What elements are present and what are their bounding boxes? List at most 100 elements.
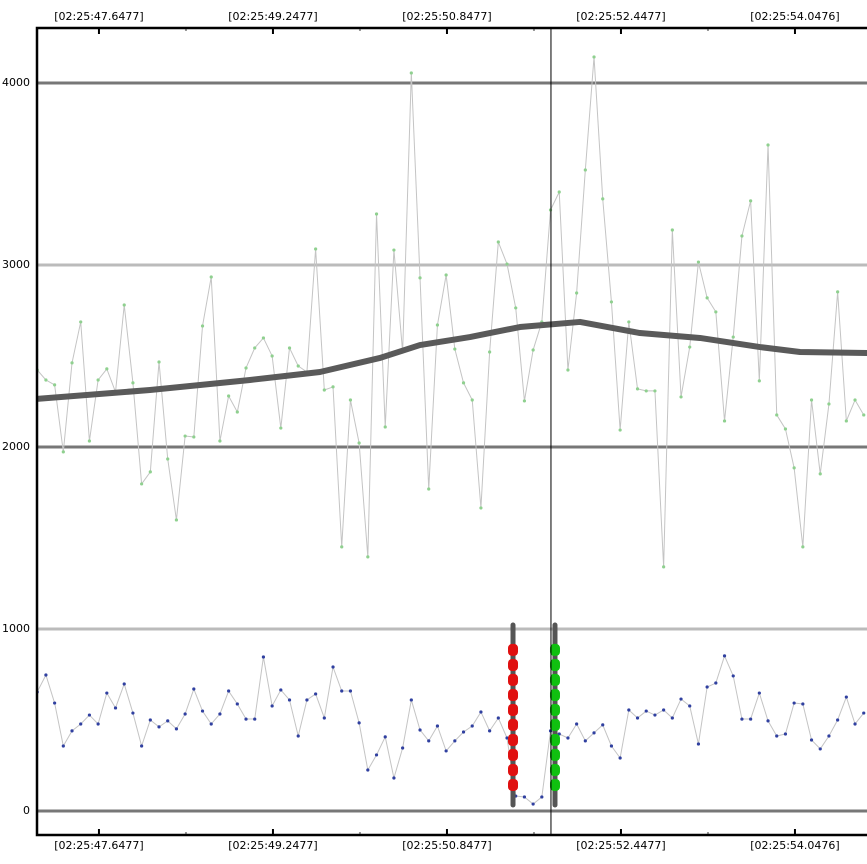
data-point — [44, 673, 48, 677]
series-line — [37, 655, 865, 805]
x-tick-label-bottom: [02:25:49.2477] — [228, 839, 317, 852]
data-point — [287, 698, 292, 702]
data-point — [783, 732, 788, 736]
band-marker — [549, 659, 560, 672]
data-point — [479, 506, 483, 510]
data-point — [453, 739, 457, 743]
data-point — [427, 487, 431, 491]
data-point — [470, 724, 474, 728]
data-point — [670, 716, 674, 720]
band-marker — [508, 748, 519, 761]
data-point — [253, 346, 257, 350]
data-point — [131, 381, 135, 385]
data-point — [244, 717, 248, 721]
data-point — [818, 747, 822, 751]
data-point — [200, 324, 205, 328]
data-point — [696, 260, 701, 264]
data-point — [740, 234, 744, 238]
data-point — [105, 691, 109, 695]
data-point — [140, 744, 144, 748]
data-point — [392, 248, 396, 252]
data-point — [827, 402, 831, 406]
band-marker — [508, 764, 519, 777]
data-point — [609, 744, 614, 748]
data-point — [592, 55, 596, 59]
data-point — [531, 348, 535, 352]
data-point — [862, 413, 866, 417]
data-point — [722, 654, 727, 658]
data-point — [618, 428, 622, 432]
data-point — [200, 709, 205, 713]
data-point — [366, 555, 370, 559]
band-marker — [508, 643, 519, 656]
series-line — [37, 318, 867, 402]
series-line — [37, 56, 865, 568]
data-point — [331, 665, 335, 669]
data-point — [757, 379, 761, 383]
data-point — [418, 276, 422, 280]
band-marker — [549, 733, 560, 746]
data-point — [314, 692, 318, 696]
data-point — [705, 296, 709, 300]
data-point — [348, 689, 353, 693]
data-point — [148, 470, 152, 474]
data-point — [96, 378, 100, 382]
x-tick-label-top: [02:25:50.8477] — [402, 10, 491, 23]
x-tick-label-bottom: [02:25:52.4477] — [576, 839, 665, 852]
band-marker — [549, 703, 560, 716]
y-tick-label: 1000 — [2, 622, 30, 635]
data-point — [227, 394, 231, 398]
data-point — [844, 695, 848, 699]
data-point — [618, 756, 622, 760]
data-point — [61, 450, 65, 454]
x-tick-label-top: [02:25:54.0476] — [750, 10, 839, 23]
data-point — [270, 354, 274, 358]
data-point — [157, 725, 161, 729]
data-point — [609, 300, 614, 304]
data-point — [714, 310, 718, 314]
data-point — [749, 199, 753, 203]
data-point — [461, 730, 466, 734]
data-point — [148, 718, 152, 722]
data-point — [183, 712, 187, 716]
data-point — [688, 345, 692, 349]
data-point — [87, 439, 92, 443]
data-point — [653, 389, 657, 393]
data-point — [792, 466, 796, 470]
data-point — [783, 427, 788, 431]
data-point — [427, 739, 431, 743]
data-point — [218, 439, 222, 443]
data-point — [192, 435, 196, 439]
data-point — [357, 721, 361, 725]
data-point — [331, 385, 335, 389]
data-point — [766, 719, 770, 723]
data-point — [679, 697, 683, 701]
data-point — [566, 368, 570, 372]
data-point — [566, 736, 570, 740]
data-point — [601, 197, 605, 201]
data-point — [401, 746, 405, 750]
data-point — [627, 708, 631, 712]
data-point — [444, 749, 448, 753]
data-point — [575, 722, 579, 726]
data-point — [662, 565, 666, 569]
data-point — [696, 742, 701, 746]
band-marker — [549, 748, 560, 761]
data-point — [557, 732, 561, 736]
y-tick-label: 0 — [23, 804, 30, 817]
data-point — [174, 518, 179, 522]
data-point — [662, 708, 666, 712]
data-point — [575, 291, 579, 295]
band-marker — [508, 718, 519, 731]
data-point — [801, 545, 805, 549]
data-point — [435, 323, 440, 327]
band-marker — [508, 659, 519, 672]
data-point — [862, 711, 866, 715]
data-point — [670, 228, 674, 232]
data-point — [61, 744, 65, 748]
data-point — [253, 717, 257, 721]
data-point — [322, 388, 326, 392]
data-point — [79, 722, 83, 726]
data-point — [514, 306, 518, 310]
